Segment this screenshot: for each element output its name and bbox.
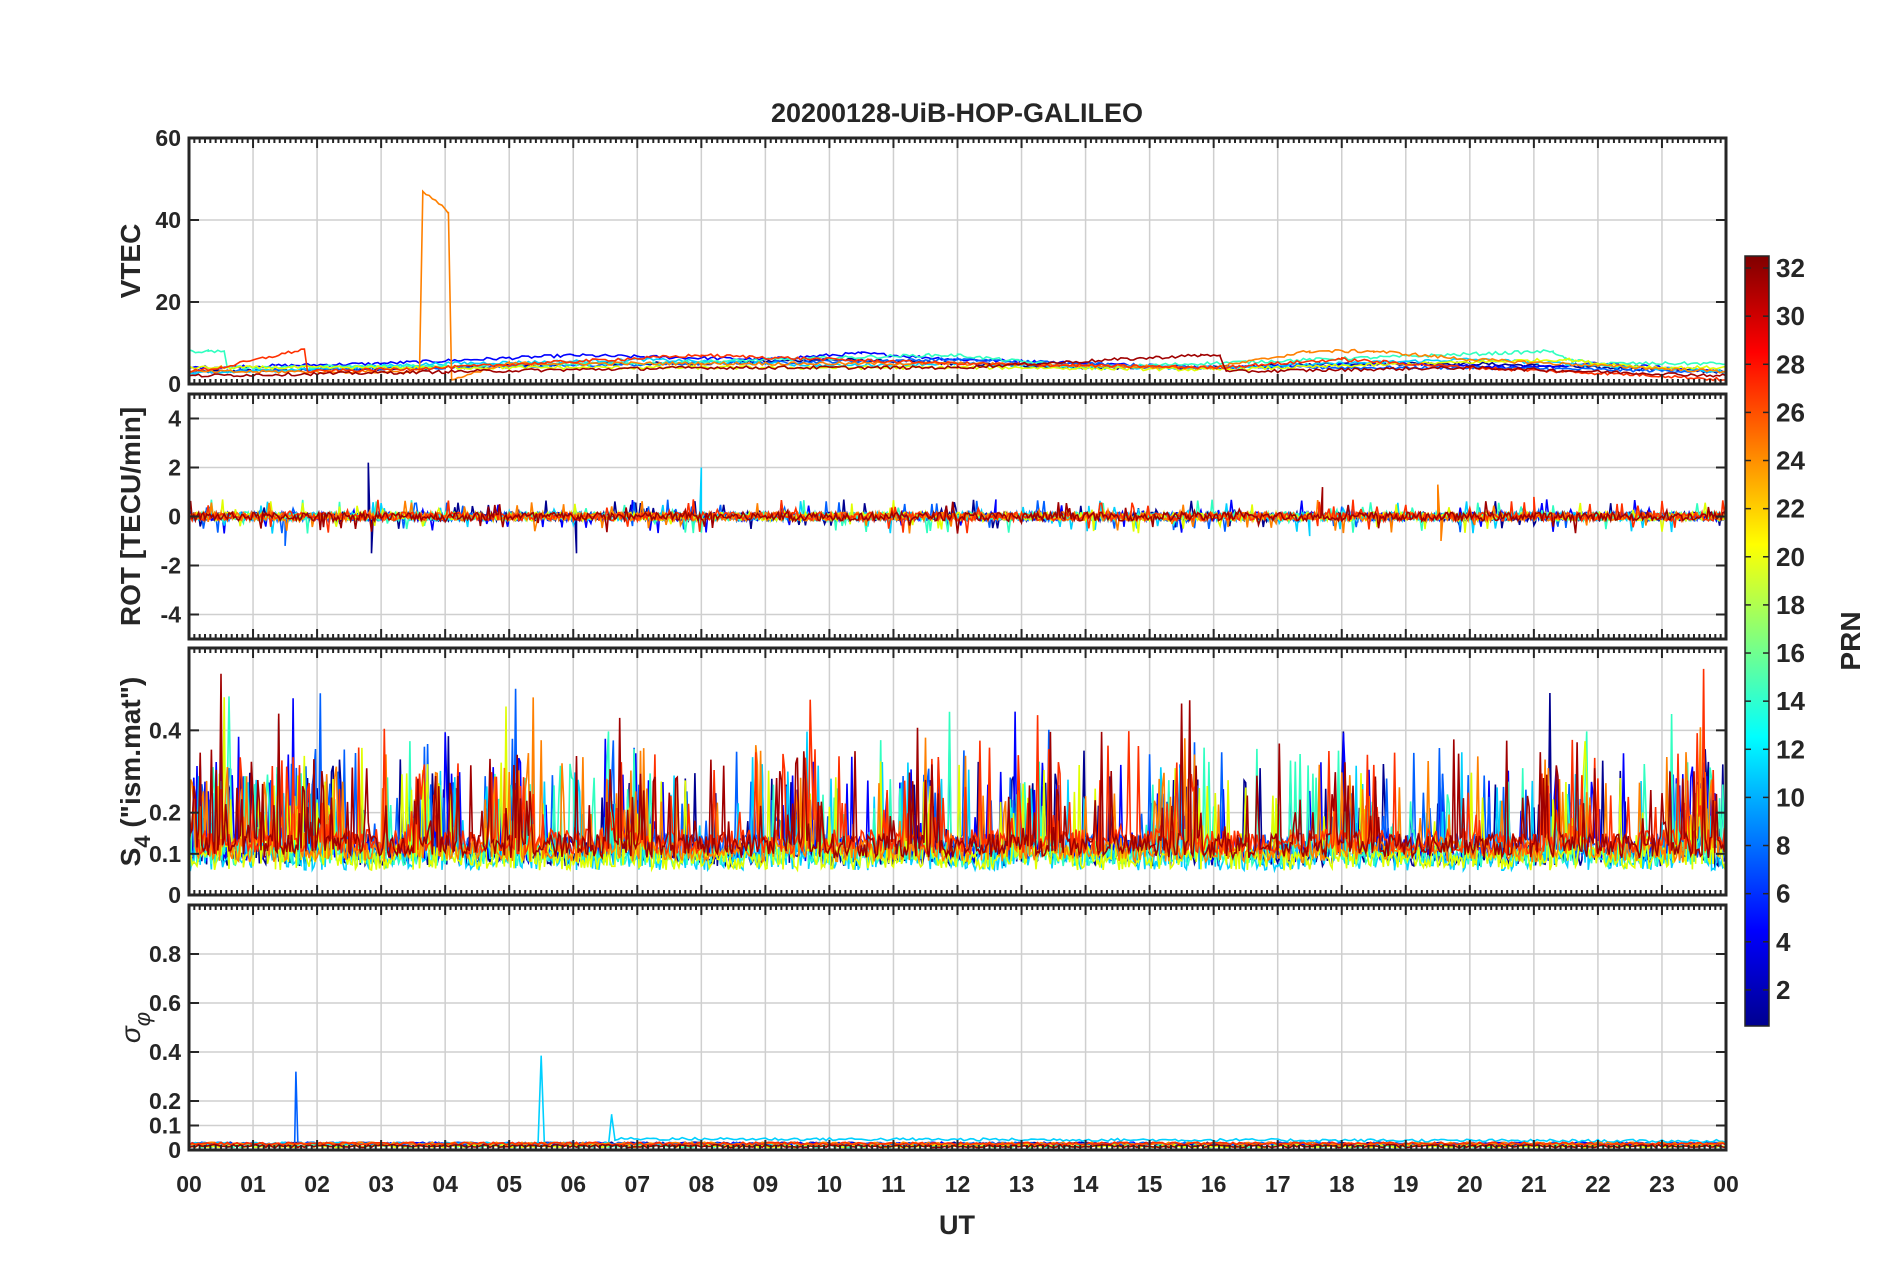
colorbar-tick-label: 8 (1776, 831, 1790, 861)
series-line-prn-27 (189, 668, 1726, 857)
y-tick-label: 0.4 (149, 717, 181, 743)
colorbar-tick-label: 12 (1776, 734, 1805, 764)
panel-vtec: 0 20 40 60 VTEC (115, 125, 1728, 397)
x-tick-label: 02 (304, 1171, 330, 1197)
colorbar-gradient (1744, 255, 1770, 1027)
y-label-sub: φ (130, 1012, 155, 1026)
y-tick-label: 0.8 (149, 941, 181, 967)
series-line-prn-12 (189, 1055, 1726, 1147)
panel-sigma: 00.10.2 0.4 0.6 0.8 σφ (115, 903, 1728, 1163)
x-tick-label: 19 (1393, 1171, 1419, 1197)
x-tick-label: 05 (496, 1171, 522, 1197)
y-axis-label-sigma: σφ (115, 1012, 155, 1043)
colorbar-tick-label: 2 (1776, 975, 1790, 1005)
x-tick-label: 00 (176, 1171, 202, 1197)
series-group-rot (189, 462, 1726, 554)
colorbar-tick-label: 18 (1776, 590, 1805, 620)
panel-s4: 00.10.20.4S4 ("ism.mat") (115, 646, 1728, 908)
series-line-prn-27 (189, 348, 1726, 382)
y-tick-label: 0 (168, 1137, 181, 1163)
y-tick-label: -2 (161, 553, 181, 579)
series-line-prn-31 (189, 353, 1726, 378)
y-tick-label: 0 (168, 504, 181, 530)
colorbar-tick-label: 30 (1776, 301, 1805, 331)
y-tick-label: 40 (155, 207, 181, 233)
y-tick-label: 4 (168, 406, 181, 432)
y-label-sub: 4 (130, 835, 155, 848)
series-line-prn-27 (189, 496, 1726, 534)
x-tick-label: 07 (624, 1171, 650, 1197)
series-line-prn-15 (189, 348, 1726, 371)
y-tick-label: 0.2 (149, 1088, 181, 1114)
y-tick-label: 2 (168, 455, 181, 481)
x-tick-label: 15 (1137, 1171, 1163, 1197)
colorbar-tick-label: 6 (1776, 879, 1790, 909)
panel-rot: -4 -2 0 2 4 ROT [TECU/min] (115, 392, 1728, 641)
x-tick-label: 09 (753, 1171, 779, 1197)
x-tick-label: 22 (1585, 1171, 1611, 1197)
series-line-prn-31 (189, 487, 1726, 534)
x-tick-label: 16 (1201, 1171, 1227, 1197)
x-tick-label: 01 (240, 1171, 266, 1197)
x-tick-label: 10 (817, 1171, 843, 1197)
colorbar-tick-label: 20 (1776, 542, 1805, 572)
colorbar-label: PRN (1835, 611, 1866, 670)
chart-title: 20200128-UiB-HOP-GALILEO (771, 98, 1143, 128)
y-axis-label-rot: ROT [TECU/min] (115, 407, 146, 626)
y-tick-label: 60 (155, 125, 181, 151)
y-label-main: σ (115, 1025, 146, 1043)
x-tick-label: 23 (1649, 1171, 1675, 1197)
colorbar-tick-label: 22 (1776, 494, 1805, 524)
x-tick-label: 03 (368, 1171, 394, 1197)
x-tick-label: 08 (689, 1171, 715, 1197)
y-tick-label: 0.4 (149, 1039, 181, 1065)
x-tick-label: 14 (1073, 1171, 1099, 1197)
y-tick-label: 0 (168, 882, 181, 908)
series-group-s4 (189, 668, 1726, 874)
x-tick-label: 13 (1009, 1171, 1035, 1197)
x-axis-label: UT (939, 1210, 975, 1240)
y-tick-label: 0.2 (149, 800, 181, 826)
x-tick-label: 21 (1521, 1171, 1547, 1197)
colorbar-tick-label: 32 (1776, 253, 1805, 283)
x-tick-label: 11 (881, 1171, 906, 1197)
x-tick-label: 06 (560, 1171, 586, 1197)
y-axis-label-s4: S4 ("ism.mat") (115, 677, 155, 867)
x-tick-label: 04 (432, 1171, 458, 1197)
colorbar-tick-label: 26 (1776, 397, 1805, 427)
x-tick-label: 18 (1329, 1171, 1355, 1197)
colorbar-tick-label: 10 (1776, 782, 1805, 812)
x-tick-label: 20 (1457, 1171, 1483, 1197)
x-tick-labels: 00 01 02 03 04 05 06 07 08 09 10 11 12 13 14 15 16 17 18 19… (176, 1171, 1739, 1197)
y-tick-label: 0.6 (149, 990, 181, 1016)
x-tick-label: 12 (945, 1171, 971, 1197)
y-tick-label: -4 (161, 602, 182, 628)
series-line-prn-15 (189, 499, 1726, 534)
y-tick-label: 0.1 (149, 841, 181, 867)
y-tick-label: 20 (155, 289, 181, 315)
x-tick-label: 00 (1713, 1171, 1739, 1197)
y-label-rest: ("ism.mat") (115, 677, 146, 836)
colorbar-tick-label: 14 (1776, 686, 1805, 716)
y-tick-label: 0.1 (149, 1113, 181, 1139)
y-tick-label: 0 (168, 371, 181, 397)
colorbar-tick-label: 16 (1776, 638, 1805, 668)
x-tick-label: 17 (1265, 1171, 1291, 1197)
series-group-vtec (189, 189, 1726, 382)
colorbar-tick-label: 24 (1776, 446, 1805, 476)
y-label-main: S (115, 848, 146, 867)
colorbar-tick-label: 4 (1776, 927, 1791, 957)
colorbar-tick-label: 28 (1776, 349, 1805, 379)
series-line-prn-31 (189, 673, 1726, 861)
y-axis-label-vtec: VTEC (115, 224, 146, 299)
